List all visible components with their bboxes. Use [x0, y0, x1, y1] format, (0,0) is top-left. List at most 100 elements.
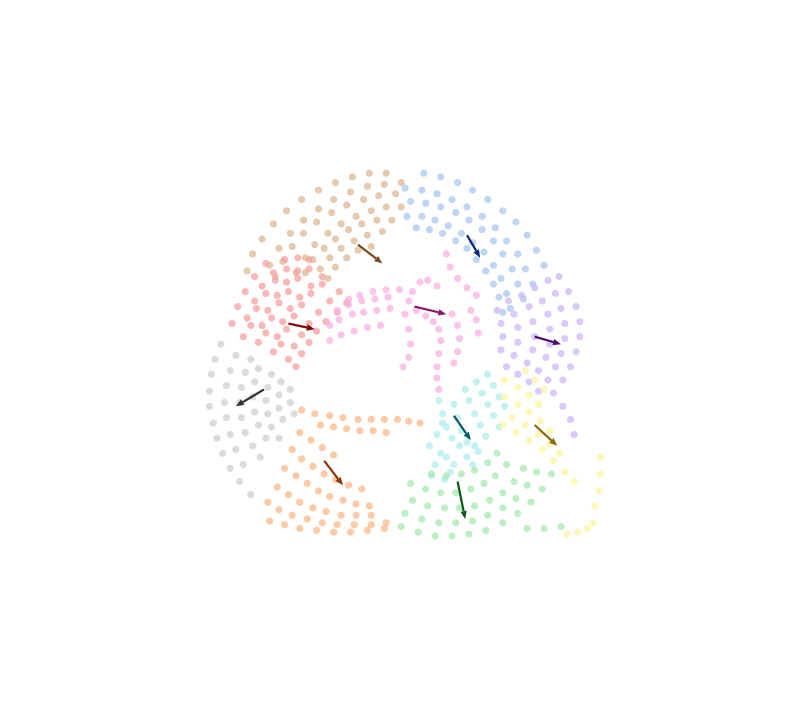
data-point	[538, 445, 546, 454]
data-point	[408, 496, 417, 504]
data-point	[429, 318, 437, 326]
arrow-salmon	[288, 322, 315, 331]
data-point	[549, 457, 558, 465]
data-point	[425, 226, 433, 234]
data-point	[373, 306, 381, 314]
data-point	[356, 427, 364, 435]
data-point	[320, 244, 328, 252]
data-point	[350, 521, 358, 529]
data-point	[437, 203, 445, 211]
data-point	[499, 519, 507, 527]
data-point	[305, 338, 313, 346]
data-point	[397, 179, 405, 187]
data-point	[405, 297, 413, 305]
data-point	[525, 391, 533, 399]
data-point	[251, 273, 259, 281]
data-point	[232, 351, 240, 360]
data-point	[418, 186, 426, 194]
arrow-cyan	[452, 415, 471, 441]
data-point	[309, 462, 317, 470]
data-point	[397, 523, 405, 531]
data-point	[226, 464, 234, 472]
data-point	[422, 485, 430, 493]
data-point	[437, 449, 445, 457]
data-point	[497, 320, 505, 328]
data-point	[219, 449, 227, 457]
data-point	[454, 179, 462, 187]
data-point	[444, 222, 452, 230]
data-point	[326, 412, 334, 420]
data-point	[412, 224, 420, 232]
data-point	[422, 312, 430, 320]
data-point	[480, 248, 488, 256]
data-point	[382, 429, 390, 437]
data-point	[583, 524, 592, 533]
data-point	[367, 521, 375, 529]
data-point	[380, 180, 388, 188]
data-point	[236, 477, 244, 486]
data-point	[303, 479, 311, 487]
data-point	[497, 346, 505, 354]
data-point	[521, 367, 529, 375]
data-point	[298, 406, 306, 414]
data-point	[286, 229, 294, 237]
data-point	[313, 526, 321, 535]
data-point	[514, 383, 522, 392]
data-point	[401, 310, 409, 318]
data-point	[286, 304, 294, 313]
data-point	[527, 498, 535, 506]
data-point	[247, 321, 255, 329]
data-point	[596, 470, 605, 478]
data-point	[254, 338, 262, 346]
data-point	[534, 400, 543, 408]
data-point	[565, 288, 573, 296]
data-point	[442, 250, 450, 258]
data-point	[369, 288, 377, 296]
data-point	[264, 383, 272, 392]
arrow-head	[335, 476, 343, 486]
data-point	[283, 325, 291, 333]
data-point	[472, 378, 480, 386]
data-point	[589, 519, 597, 527]
data-point	[563, 530, 571, 538]
data-point	[538, 485, 546, 493]
data-point	[363, 231, 371, 239]
cluster-lightgray	[205, 340, 298, 499]
data-point	[213, 434, 221, 442]
data-point	[437, 173, 445, 181]
data-point	[284, 355, 292, 363]
data-point	[254, 421, 262, 429]
data-point	[435, 350, 443, 358]
data-point	[251, 378, 259, 386]
data-point	[566, 415, 575, 423]
data-point	[450, 400, 458, 408]
data-point	[296, 524, 304, 533]
data-point	[491, 224, 499, 232]
data-point	[275, 391, 283, 399]
data-point	[433, 282, 441, 290]
data-point	[533, 468, 541, 476]
data-point	[258, 282, 266, 290]
data-point	[345, 295, 353, 303]
arrow-head	[235, 399, 245, 407]
data-point	[457, 229, 465, 237]
data-point	[337, 244, 345, 252]
data-point	[380, 524, 388, 533]
data-point	[467, 485, 475, 493]
data-point	[572, 303, 580, 311]
data-point	[363, 323, 371, 331]
data-point	[557, 523, 565, 531]
data-point	[294, 274, 302, 282]
data-point	[512, 218, 520, 226]
arrow-head	[460, 510, 467, 520]
data-point	[514, 250, 522, 258]
data-point	[540, 524, 548, 533]
arrow-shaft	[242, 388, 265, 404]
data-point	[335, 288, 343, 296]
arrow-shaft	[357, 243, 377, 260]
data-point	[358, 485, 366, 493]
data-point	[256, 453, 264, 461]
data-point	[288, 242, 296, 251]
data-point	[506, 304, 514, 313]
data-point	[348, 310, 356, 318]
